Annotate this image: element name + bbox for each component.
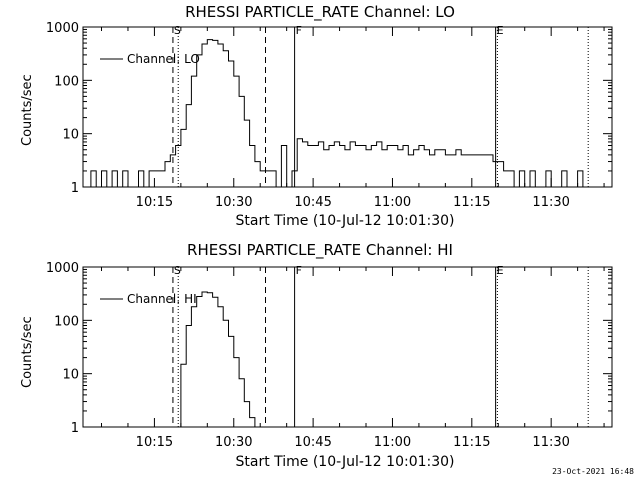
chart-hi: 1 10 100 1000 10:15 10:30 10:45 11:00 11:15 11:30… (46, 261, 613, 450)
x-tick-label: 11:30 (532, 195, 569, 210)
plot-frame (82, 26, 613, 188)
x-tick-label: 10:30 (215, 195, 252, 210)
chart-lo: 1 10 100 1000 10:15 10:30 10:45 11:00 11:15 11:30… (46, 21, 613, 210)
y-tick-label: 1 (71, 421, 79, 436)
marker-label-S: S (174, 264, 181, 277)
x-tick-label: 10:45 (294, 435, 331, 450)
y-tick-label: 1000 (46, 21, 79, 36)
x-tick-label: 11:00 (374, 435, 411, 450)
marker-label-E: E (497, 264, 504, 277)
y-tick-label: 1000 (46, 261, 79, 276)
x-tick-label: 10:15 (136, 195, 173, 210)
y-axis-label-hi: Counts/sec (20, 316, 35, 388)
legend-label: Channel: HI (127, 292, 197, 306)
x-tick-label: 11:00 (374, 195, 411, 210)
marker-label-F: F (296, 24, 302, 37)
x-tick-label: 10:15 (136, 435, 173, 450)
legend-label: Channel: LO (127, 52, 200, 66)
x-axis-label-hi: Start Time (10-Jul-12 10:01:30) (235, 454, 455, 470)
chart-title-hi: RHESSI PARTICLE_RATE Channel: HI (187, 241, 453, 259)
series-line (85, 39, 589, 188)
x-tick-label: 10:45 (294, 195, 331, 210)
chart-title-lo: RHESSI PARTICLE_RATE Channel: LO (185, 3, 455, 21)
y-tick-label: 10 (62, 128, 79, 143)
x-tick-label: 10:30 (215, 435, 252, 450)
timestamp-footer: 23-Oct-2021 16:48 (552, 467, 634, 476)
y-tick-label: 10 (62, 368, 79, 383)
y-axis-label-lo: Counts/sec (20, 74, 35, 146)
marker-label-E: E (497, 24, 504, 37)
x-axis-label-lo: Start Time (10-Jul-12 10:01:30) (235, 213, 455, 229)
y-tick-label: 100 (54, 74, 79, 89)
x-tick-label: 11:15 (453, 435, 490, 450)
marker-label-F: F (296, 264, 302, 277)
series-line (177, 291, 256, 428)
y-tick-label: 1 (71, 181, 79, 196)
marker-label-S: S (174, 24, 181, 37)
x-tick-label: 11:30 (532, 435, 569, 450)
plot-frame (82, 266, 613, 428)
y-tick-label: 100 (54, 314, 79, 329)
x-tick-label: 11:15 (453, 195, 490, 210)
